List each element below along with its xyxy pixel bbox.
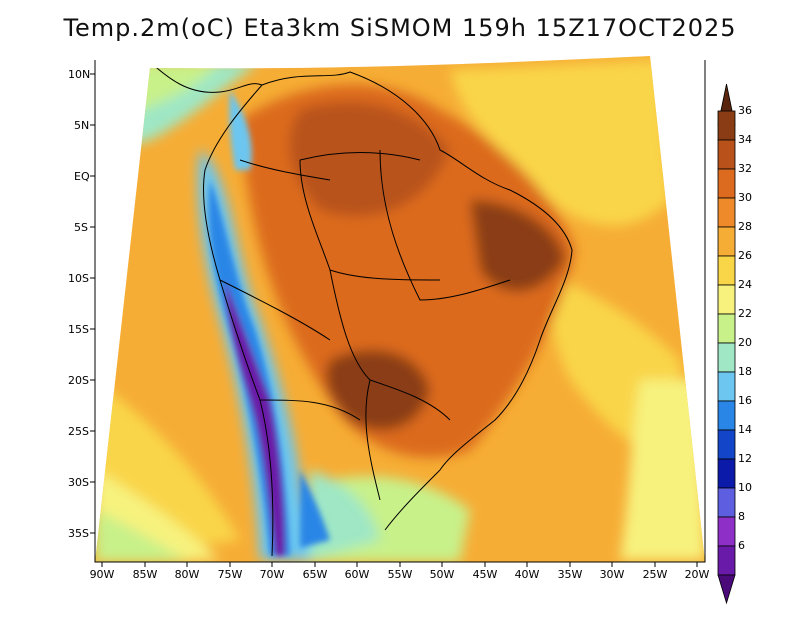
lat-label: 15S — [68, 323, 89, 336]
colorbar-swatch — [717, 342, 736, 373]
colorbar-label: 30 — [738, 191, 752, 204]
colorbar-labels: 36 34 32 30 28 26 24 22 20 18 16 14 12 1… — [738, 104, 752, 552]
colorbar-label: 14 — [738, 423, 752, 436]
lat-label: 20S — [68, 374, 89, 387]
colorbar-swatch — [717, 400, 736, 431]
colorbar-swatch — [717, 458, 736, 489]
lon-label: 80W — [175, 568, 200, 581]
temperature-field — [95, 56, 705, 562]
colorbar-swatch — [717, 197, 736, 228]
colorbar-swatch — [717, 255, 736, 286]
lat-ticks — [90, 73, 95, 534]
colorbar-label: 6 — [738, 539, 745, 552]
lon-label: 45W — [473, 568, 498, 581]
colorbar-swatch — [717, 545, 736, 576]
lon-label: 20W — [685, 568, 710, 581]
lat-label: EQ — [74, 170, 90, 183]
lat-label: 35S — [68, 527, 89, 540]
colorbar-label: 10 — [738, 481, 752, 494]
latitude-axis: 10N 5N EQ 5S 10S 15S 20S 25S 30S 35S — [68, 68, 90, 540]
lon-label: 65W — [303, 568, 328, 581]
lon-label: 70W — [260, 568, 285, 581]
lat-label: 5S — [74, 221, 88, 234]
colorbar-label: 16 — [738, 394, 752, 407]
colorbar-swatch — [717, 371, 736, 402]
colorbar-label: 34 — [738, 133, 752, 146]
lon-label: 75W — [218, 568, 243, 581]
lon-label: 40W — [515, 568, 540, 581]
lon-label: 60W — [345, 568, 370, 581]
colorbar-label: 26 — [738, 249, 752, 262]
lat-label: 25S — [68, 425, 89, 438]
country-borders — [149, 61, 573, 557]
lon-label: 85W — [133, 568, 158, 581]
colorbar-swatch — [717, 313, 736, 344]
colorbar-label: 36 — [738, 104, 752, 117]
colorbar-bottom-arrow — [717, 574, 736, 605]
colorbar-swatch — [717, 168, 736, 199]
colorbar-label: 32 — [738, 162, 752, 175]
lon-label: 50W — [430, 568, 455, 581]
colorbar-label: 18 — [738, 365, 752, 378]
colorbar-swatch — [717, 226, 736, 257]
colorbar — [717, 83, 736, 605]
lon-label: 25W — [643, 568, 668, 581]
lat-label: 30S — [68, 476, 89, 489]
colorbar-swatch — [717, 487, 736, 518]
lat-label: 10S — [68, 272, 89, 285]
colorbar-label: 24 — [738, 278, 752, 291]
colorbar-swatch — [717, 284, 736, 315]
longitude-axis: 90W 85W 80W 75W 70W 65W 60W 55W 50W 45W … — [90, 568, 710, 581]
map-title: Temp.2m(oC) Eta3km SiSMOM 159h 15Z17OCT2… — [63, 14, 737, 42]
lon-label: 90W — [90, 568, 115, 581]
lon-label: 35W — [558, 568, 583, 581]
colorbar-label: 8 — [738, 510, 745, 523]
colorbar-label: 22 — [738, 307, 752, 320]
lat-label: 10N — [68, 68, 90, 81]
colorbar-swatch — [717, 516, 736, 547]
colorbar-label: 28 — [738, 220, 752, 233]
lat-label: 5N — [74, 119, 89, 132]
colorbar-swatch — [717, 139, 736, 170]
lon-ticks — [101, 562, 698, 567]
lon-label: 55W — [388, 568, 413, 581]
colorbar-label: 20 — [738, 336, 752, 349]
colorbar-swatch — [717, 429, 736, 460]
lon-label: 30W — [600, 568, 625, 581]
colorbar-label: 12 — [738, 452, 752, 465]
colorbar-swatch — [717, 110, 736, 141]
